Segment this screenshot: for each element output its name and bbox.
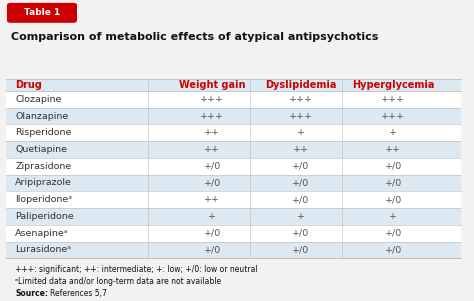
Bar [6, 91, 461, 108]
Text: ++: ++ [204, 195, 220, 204]
Text: ᵃLimited data and/or long-term data are not available: ᵃLimited data and/or long-term data are … [15, 277, 221, 286]
Text: Asenapineᵃ: Asenapineᵃ [15, 229, 69, 238]
Text: Clozapine: Clozapine [15, 95, 62, 104]
Bar [6, 242, 461, 258]
Text: +++: +++ [201, 95, 225, 104]
Bar [6, 79, 461, 91]
Bar [6, 124, 461, 141]
Text: +/0: +/0 [204, 229, 221, 238]
Text: +/0: +/0 [292, 195, 309, 204]
Text: +/0: +/0 [385, 162, 402, 171]
Text: Olanzapine: Olanzapine [15, 112, 69, 120]
Text: Drug: Drug [15, 80, 42, 90]
Text: +: + [297, 212, 305, 221]
Text: +/0: +/0 [292, 162, 309, 171]
Text: Source:: Source: [15, 290, 48, 298]
Text: +: + [389, 212, 397, 221]
Text: Dyslipidemia: Dyslipidemia [265, 80, 336, 90]
Text: ++: ++ [204, 145, 220, 154]
Bar [6, 108, 461, 124]
Text: +/0: +/0 [385, 229, 402, 238]
FancyBboxPatch shape [7, 3, 77, 23]
Text: Risperidone: Risperidone [15, 128, 72, 137]
Text: ++: ++ [204, 128, 220, 137]
Text: +++: +++ [289, 95, 312, 104]
Text: +/0: +/0 [292, 245, 309, 254]
Text: +++: +++ [289, 112, 312, 120]
Text: +++: +++ [201, 112, 225, 120]
Text: +/0: +/0 [204, 245, 221, 254]
Bar [6, 208, 461, 225]
Text: +/0: +/0 [204, 162, 221, 171]
Text: +++: +++ [382, 95, 405, 104]
Text: +/0: +/0 [385, 245, 402, 254]
Text: ++: ++ [385, 145, 401, 154]
Text: Hyperglycemia: Hyperglycemia [352, 80, 435, 90]
Text: +/0: +/0 [204, 178, 221, 188]
Bar [6, 141, 461, 158]
Bar [6, 225, 461, 242]
Text: Ziprasidone: Ziprasidone [15, 162, 72, 171]
Text: Table 1: Table 1 [24, 8, 60, 17]
Text: +/0: +/0 [292, 229, 309, 238]
Text: Weight gain: Weight gain [179, 80, 246, 90]
Text: Paliperidone: Paliperidone [15, 212, 74, 221]
Text: +/0: +/0 [385, 178, 402, 188]
Text: Quetiapine: Quetiapine [15, 145, 67, 154]
Text: References 5,7: References 5,7 [50, 290, 107, 298]
Text: +/0: +/0 [292, 178, 309, 188]
Text: Iloperidoneᵃ: Iloperidoneᵃ [15, 195, 73, 204]
Text: Aripiprazole: Aripiprazole [15, 178, 72, 188]
Text: +: + [389, 128, 397, 137]
Bar [6, 158, 461, 175]
Text: Comparison of metabolic effects of atypical antipsychotics: Comparison of metabolic effects of atypi… [11, 32, 378, 42]
Text: Lurasidoneᵃ: Lurasidoneᵃ [15, 245, 71, 254]
Text: +: + [297, 128, 305, 137]
Bar [6, 175, 461, 191]
Bar [6, 191, 461, 208]
Text: +: + [209, 212, 217, 221]
Text: +++: +++ [382, 112, 405, 120]
Text: +/0: +/0 [385, 195, 402, 204]
Text: +++: significant; ++: intermediate; +: low; +/0: low or neutral: +++: significant; ++: intermediate; +: l… [15, 265, 258, 274]
Text: ++: ++ [292, 145, 309, 154]
